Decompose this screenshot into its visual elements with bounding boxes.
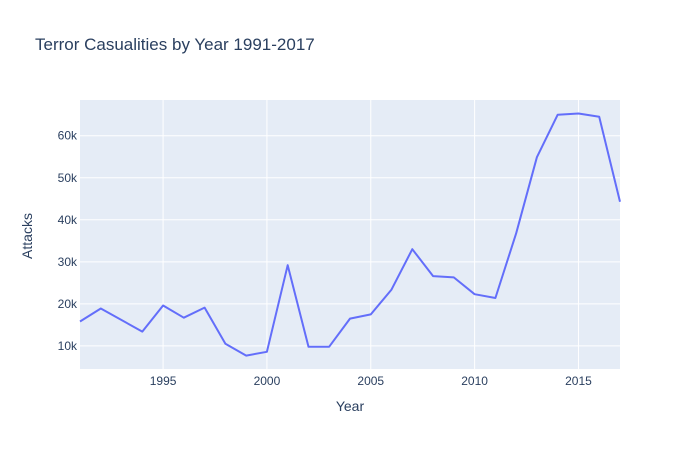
data-point	[349, 318, 351, 320]
y-tick-label: 60k	[58, 129, 78, 143]
data-point	[411, 248, 413, 250]
data-point	[183, 317, 185, 319]
y-axis-ticks: 10k 20k 30k 40k 50k 60k	[58, 129, 78, 353]
data-point	[328, 346, 330, 348]
chart-title: Terror Casualities by Year 1991-2017	[35, 35, 315, 54]
data-point	[141, 331, 143, 333]
data-point	[266, 351, 268, 353]
x-tick-label: 1995	[150, 374, 177, 388]
y-tick-label: 50k	[58, 171, 78, 185]
data-point	[577, 112, 579, 114]
data-point	[474, 293, 476, 295]
data-point	[494, 297, 496, 299]
series-line	[79, 112, 621, 357]
data-point	[619, 201, 621, 203]
data-point	[391, 289, 393, 291]
gridlines	[80, 100, 620, 369]
x-tick-label: 2000	[254, 374, 281, 388]
x-tick-label: 2005	[357, 374, 384, 388]
data-point	[224, 343, 226, 345]
data-point	[557, 114, 559, 116]
data-point	[162, 305, 164, 307]
data-point	[432, 275, 434, 277]
x-axis-ticks: 1995 2000 2005 2010 2015	[150, 374, 592, 388]
data-point	[536, 156, 538, 158]
data-point	[204, 307, 206, 309]
data-point	[245, 355, 247, 357]
x-tick-label: 2010	[461, 374, 488, 388]
data-point	[307, 346, 309, 348]
data-point	[453, 276, 455, 278]
y-tick-label: 30k	[58, 255, 78, 269]
y-tick-label: 40k	[58, 213, 78, 227]
plot-area	[80, 100, 620, 369]
x-tick-label: 2015	[565, 374, 592, 388]
data-point	[100, 307, 102, 309]
data-point	[598, 116, 600, 118]
data-point	[287, 264, 289, 266]
data-point	[79, 321, 81, 323]
y-tick-label: 10k	[58, 339, 78, 353]
y-axis-title: Attacks	[19, 213, 35, 259]
data-point	[370, 313, 372, 315]
data-point	[515, 232, 517, 234]
y-tick-label: 20k	[58, 297, 78, 311]
x-axis-title: Year	[336, 398, 365, 414]
